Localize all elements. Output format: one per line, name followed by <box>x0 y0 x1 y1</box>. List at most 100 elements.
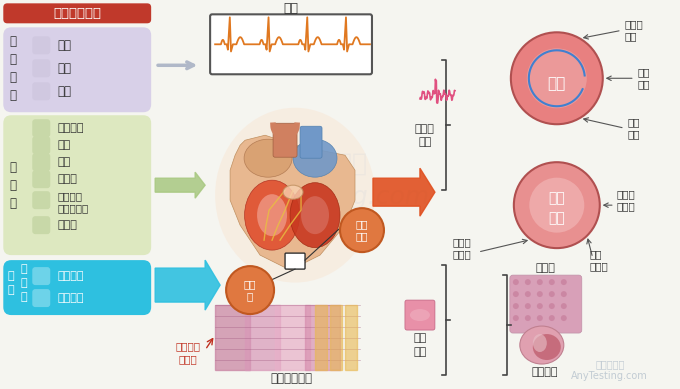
FancyBboxPatch shape <box>405 300 435 330</box>
Circle shape <box>513 291 519 297</box>
Ellipse shape <box>301 196 329 234</box>
Text: 房颤: 房颤 <box>284 2 299 15</box>
Polygon shape <box>215 305 250 370</box>
FancyBboxPatch shape <box>32 82 50 100</box>
Circle shape <box>549 303 555 309</box>
Text: 异常
自律性: 异常 自律性 <box>590 249 609 271</box>
Text: 暂停综合征: 暂停综合征 <box>57 203 88 213</box>
Circle shape <box>561 291 567 297</box>
Text: 年龄: 年龄 <box>57 62 71 75</box>
Ellipse shape <box>215 108 375 282</box>
Text: 呼吸睡眠: 呼吸睡眠 <box>57 191 82 201</box>
Ellipse shape <box>293 139 337 177</box>
FancyBboxPatch shape <box>510 275 582 333</box>
FancyBboxPatch shape <box>32 216 50 234</box>
Text: 炎症
介质: 炎症 介质 <box>356 219 369 241</box>
Text: 房颤危险因素: 房颤危险因素 <box>53 7 101 20</box>
Text: 疾
病: 疾 病 <box>8 271 14 295</box>
Polygon shape <box>305 305 340 370</box>
FancyBboxPatch shape <box>32 191 50 209</box>
Text: 心肌梗死: 心肌梗死 <box>57 293 84 303</box>
FancyBboxPatch shape <box>32 153 50 171</box>
Polygon shape <box>345 305 357 370</box>
FancyBboxPatch shape <box>210 14 372 74</box>
Ellipse shape <box>244 139 292 177</box>
Circle shape <box>537 303 543 309</box>
Ellipse shape <box>520 326 564 364</box>
Circle shape <box>537 315 543 321</box>
Circle shape <box>537 291 543 297</box>
Text: 遗传: 遗传 <box>57 39 71 52</box>
Circle shape <box>514 162 600 248</box>
Text: 性别: 性别 <box>57 85 71 98</box>
Text: 吸烟: 吸烟 <box>57 140 71 150</box>
Text: 纤维化: 纤维化 <box>536 263 556 273</box>
Circle shape <box>513 303 519 309</box>
Circle shape <box>561 279 567 285</box>
FancyBboxPatch shape <box>3 260 151 315</box>
Polygon shape <box>330 305 342 370</box>
Polygon shape <box>230 135 355 270</box>
Text: 结构
改变: 结构 改变 <box>413 333 426 357</box>
Polygon shape <box>155 260 220 310</box>
Text: 高血压: 高血压 <box>57 220 77 230</box>
Circle shape <box>513 315 519 321</box>
Text: 细胞及分
子改变: 细胞及分 子改变 <box>175 342 201 364</box>
Circle shape <box>513 279 519 285</box>
FancyBboxPatch shape <box>285 253 305 269</box>
Text: 美迪检测网
AnyTesting.com: 美迪检测网 AnyTesting.com <box>231 151 429 209</box>
Text: 延迟后
去极化: 延迟后 去极化 <box>617 189 636 211</box>
FancyBboxPatch shape <box>32 136 50 154</box>
FancyBboxPatch shape <box>32 59 50 77</box>
FancyBboxPatch shape <box>300 126 322 158</box>
Text: 肥胖: 肥胖 <box>57 157 71 167</box>
Circle shape <box>549 279 555 285</box>
Text: 心力衰竭: 心力衰竭 <box>57 271 84 281</box>
Text: 糖尿病: 糖尿病 <box>57 174 77 184</box>
Circle shape <box>549 315 555 321</box>
FancyBboxPatch shape <box>273 123 297 157</box>
Ellipse shape <box>529 178 584 233</box>
Text: 美迪检测网
AnyTesting.com: 美迪检测网 AnyTesting.com <box>571 359 648 381</box>
Circle shape <box>226 266 274 314</box>
Text: 不
可
改
变: 不 可 改 变 <box>10 35 17 102</box>
Text: 房颤基质形成: 房颤基质形成 <box>270 371 312 384</box>
Circle shape <box>549 291 555 297</box>
Text: 缺乏锻炼: 缺乏锻炼 <box>57 123 84 133</box>
Circle shape <box>511 32 602 124</box>
Text: 不应期
缩短: 不应期 缩短 <box>625 19 643 42</box>
FancyBboxPatch shape <box>3 4 151 23</box>
Text: 心
血
管: 心 血 管 <box>21 264 28 302</box>
FancyBboxPatch shape <box>32 119 50 137</box>
FancyBboxPatch shape <box>3 115 151 255</box>
Polygon shape <box>315 305 327 370</box>
Circle shape <box>561 303 567 309</box>
Text: 折返: 折返 <box>547 76 566 91</box>
Ellipse shape <box>257 194 287 236</box>
Text: 心房扩大: 心房扩大 <box>532 367 558 377</box>
Circle shape <box>525 303 531 309</box>
Text: 纤维
化: 纤维 化 <box>244 279 256 301</box>
Ellipse shape <box>283 185 303 199</box>
Ellipse shape <box>410 309 430 321</box>
Polygon shape <box>275 305 310 370</box>
Circle shape <box>525 279 531 285</box>
Text: 局部
活性: 局部 活性 <box>549 191 565 225</box>
FancyBboxPatch shape <box>32 170 50 188</box>
Text: 传导
异常: 传导 异常 <box>628 117 641 139</box>
Circle shape <box>561 315 567 321</box>
FancyBboxPatch shape <box>32 36 50 54</box>
FancyBboxPatch shape <box>32 267 50 285</box>
FancyBboxPatch shape <box>3 27 151 112</box>
Ellipse shape <box>290 183 340 248</box>
Polygon shape <box>155 172 205 198</box>
Ellipse shape <box>533 334 561 360</box>
Text: 早期后
去极化: 早期后 去极化 <box>453 237 472 259</box>
Ellipse shape <box>527 48 587 108</box>
Circle shape <box>525 315 531 321</box>
Ellipse shape <box>533 334 547 352</box>
Circle shape <box>537 279 543 285</box>
Ellipse shape <box>245 180 299 250</box>
Text: 电生理
改变: 电生理 改变 <box>415 124 435 147</box>
Circle shape <box>525 291 531 297</box>
